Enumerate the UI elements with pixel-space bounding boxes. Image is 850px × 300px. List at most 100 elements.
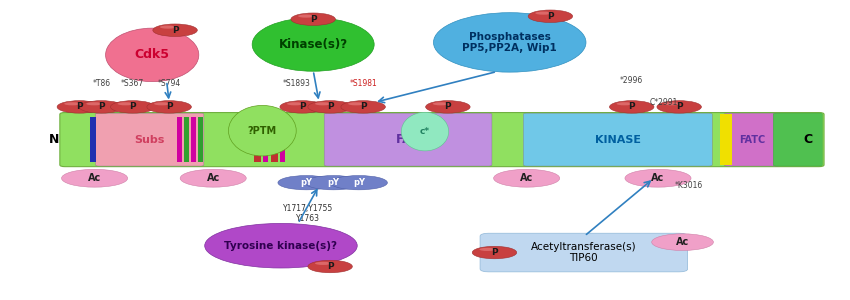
Ellipse shape: [65, 102, 80, 105]
Text: Kinase(s)?: Kinase(s)?: [279, 38, 348, 51]
Text: P: P: [310, 15, 316, 24]
Text: P: P: [326, 102, 333, 111]
Ellipse shape: [298, 14, 314, 18]
Ellipse shape: [657, 101, 701, 113]
Text: Ac: Ac: [676, 237, 689, 247]
Text: KINASE: KINASE: [595, 135, 641, 145]
Text: c*: c*: [420, 127, 430, 136]
Ellipse shape: [536, 12, 552, 15]
Text: pY: pY: [353, 178, 365, 187]
Ellipse shape: [308, 260, 353, 273]
Text: C: C: [803, 133, 813, 146]
Text: Cdk5: Cdk5: [134, 48, 170, 62]
Text: N: N: [48, 133, 60, 146]
Ellipse shape: [315, 262, 331, 265]
Ellipse shape: [110, 101, 155, 113]
Bar: [198, 117, 203, 163]
Ellipse shape: [105, 28, 199, 82]
Text: C*2991: C*2991: [649, 98, 678, 107]
FancyBboxPatch shape: [774, 113, 822, 166]
FancyBboxPatch shape: [324, 113, 492, 166]
Text: P: P: [98, 102, 105, 111]
FancyBboxPatch shape: [724, 113, 780, 166]
FancyBboxPatch shape: [524, 113, 712, 166]
FancyBboxPatch shape: [60, 112, 824, 166]
Ellipse shape: [348, 102, 364, 105]
Text: Acetyltransferase(s)
TIP60: Acetyltransferase(s) TIP60: [531, 242, 637, 263]
Text: P: P: [445, 102, 451, 111]
Ellipse shape: [160, 26, 176, 29]
Ellipse shape: [616, 102, 632, 105]
Bar: [191, 117, 196, 163]
Text: P: P: [676, 102, 683, 111]
Text: *S1893: *S1893: [282, 79, 310, 88]
Bar: [177, 117, 182, 163]
Text: FAT: FAT: [396, 133, 420, 146]
Ellipse shape: [61, 169, 128, 187]
Ellipse shape: [205, 224, 357, 268]
Text: *S794: *S794: [157, 79, 181, 88]
Ellipse shape: [625, 169, 691, 187]
Bar: [264, 117, 269, 163]
Ellipse shape: [494, 169, 559, 187]
Text: P: P: [628, 102, 635, 111]
Ellipse shape: [609, 101, 654, 113]
Ellipse shape: [278, 176, 335, 190]
Text: *K3016: *K3016: [675, 181, 703, 190]
Text: *2996: *2996: [620, 76, 643, 85]
Bar: [90, 117, 96, 162]
Text: Y1717,Y1755
Y1763: Y1717,Y1755 Y1763: [283, 203, 333, 223]
Ellipse shape: [426, 101, 470, 113]
Text: P: P: [172, 26, 178, 35]
Ellipse shape: [79, 101, 123, 113]
Ellipse shape: [229, 105, 296, 156]
Text: pY: pY: [327, 178, 339, 187]
Text: FATC: FATC: [739, 135, 765, 145]
Ellipse shape: [305, 176, 362, 190]
Ellipse shape: [57, 101, 101, 113]
FancyBboxPatch shape: [95, 113, 204, 166]
Ellipse shape: [291, 13, 336, 26]
Bar: [280, 117, 286, 163]
Ellipse shape: [308, 101, 353, 113]
Text: P: P: [129, 102, 136, 111]
Text: P: P: [360, 102, 366, 111]
Text: *S1981: *S1981: [349, 79, 377, 88]
Ellipse shape: [433, 102, 449, 105]
Ellipse shape: [473, 246, 517, 259]
Ellipse shape: [401, 112, 449, 151]
Text: Ac: Ac: [520, 173, 533, 183]
Ellipse shape: [528, 10, 573, 22]
Text: pY: pY: [300, 178, 313, 187]
Text: P: P: [76, 102, 82, 111]
Ellipse shape: [86, 102, 102, 105]
Text: Ac: Ac: [88, 173, 101, 183]
Bar: [184, 117, 189, 163]
Ellipse shape: [341, 101, 385, 113]
Ellipse shape: [180, 169, 246, 187]
Ellipse shape: [117, 102, 133, 105]
Text: Phosphatases
PP5,PP2A, Wip1: Phosphatases PP5,PP2A, Wip1: [462, 32, 557, 53]
Text: *T86: *T86: [93, 79, 111, 88]
Ellipse shape: [280, 101, 325, 113]
Ellipse shape: [664, 102, 680, 105]
Ellipse shape: [153, 24, 197, 37]
Text: *S367: *S367: [121, 79, 144, 88]
Text: P: P: [166, 102, 173, 111]
Ellipse shape: [252, 18, 374, 71]
Ellipse shape: [331, 176, 388, 190]
Text: P: P: [326, 262, 333, 271]
Ellipse shape: [315, 102, 331, 105]
Text: ?PTM: ?PTM: [247, 126, 277, 136]
Bar: [271, 117, 278, 163]
Ellipse shape: [479, 248, 496, 251]
Text: P: P: [491, 248, 498, 257]
Text: P: P: [547, 12, 553, 21]
Bar: [720, 114, 732, 165]
Bar: [254, 117, 261, 163]
Text: Ac: Ac: [207, 173, 220, 183]
Text: P: P: [299, 102, 305, 111]
Text: Ac: Ac: [651, 173, 665, 183]
Ellipse shape: [434, 13, 586, 72]
Ellipse shape: [652, 234, 713, 250]
